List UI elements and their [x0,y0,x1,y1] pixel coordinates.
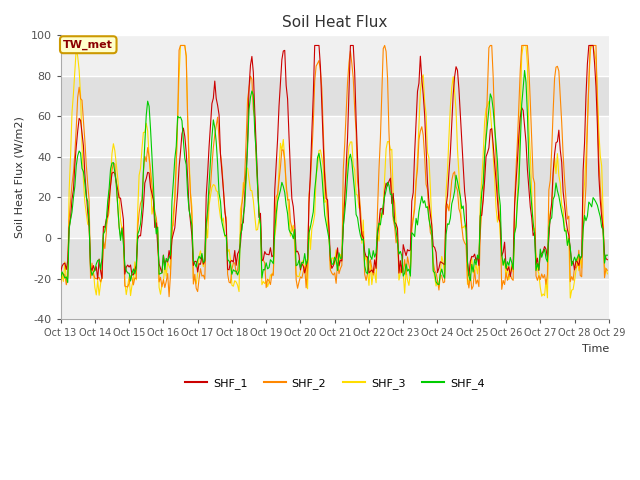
SHF_1 [94,276,102,282]
Line: SHF_2: SHF_2 [61,46,607,297]
SHF_4 [92,261,100,267]
SHF_1 [92,264,100,270]
SHF_3 [57,284,65,289]
SHF_3 [339,208,347,214]
SHF_1 [602,256,610,262]
Bar [61,36,609,76]
SHF_3 [177,43,184,48]
SHF_3 [602,266,610,272]
SHF_2 [76,84,83,90]
SHF_3 [76,67,83,73]
SHF_2 [165,294,173,300]
Bar [61,278,609,319]
SHF_4 [448,201,456,206]
Bar [61,157,609,197]
SHF_2 [57,281,65,287]
SHF_3 [529,228,537,233]
Bar [61,238,609,278]
SHF_3 [92,292,100,298]
Bar [61,76,609,117]
SHF_4 [531,231,538,237]
SHF_1 [449,92,457,97]
Legend: SHF_1, SHF_2, SHF_3, SHF_4: SHF_1, SHF_2, SHF_3, SHF_4 [180,373,489,393]
SHF_4 [57,276,65,282]
Y-axis label: Soil Heat Flux (W/m2): Soil Heat Flux (W/m2) [15,116,25,238]
Bar [61,197,609,238]
Line: SHF_1: SHF_1 [61,46,607,279]
SHF_2 [531,180,538,186]
SHF_1 [311,43,319,48]
SHF_3 [566,295,574,301]
SHF_2 [449,171,457,177]
SHF_1 [604,257,611,263]
SHF_2 [177,43,184,48]
SHF_4 [521,68,529,73]
SHF_4 [435,282,443,288]
SHF_1 [531,229,538,235]
SHF_1 [341,197,349,203]
Line: SHF_3: SHF_3 [61,46,607,298]
SHF_1 [57,270,65,276]
SHF_4 [604,252,611,258]
X-axis label: Time: Time [582,344,609,354]
SHF_4 [338,255,346,261]
SHF_2 [604,267,611,273]
SHF_4 [602,252,610,258]
SHF_3 [604,271,611,276]
Line: SHF_4: SHF_4 [61,71,607,285]
Title: Soil Heat Flux: Soil Heat Flux [282,15,387,30]
Bar [61,117,609,157]
SHF_2 [341,142,349,148]
SHF_3 [448,84,456,90]
SHF_1 [76,116,83,121]
SHF_2 [602,265,610,271]
SHF_4 [76,148,83,154]
Text: TW_met: TW_met [63,39,113,50]
SHF_2 [92,276,100,282]
